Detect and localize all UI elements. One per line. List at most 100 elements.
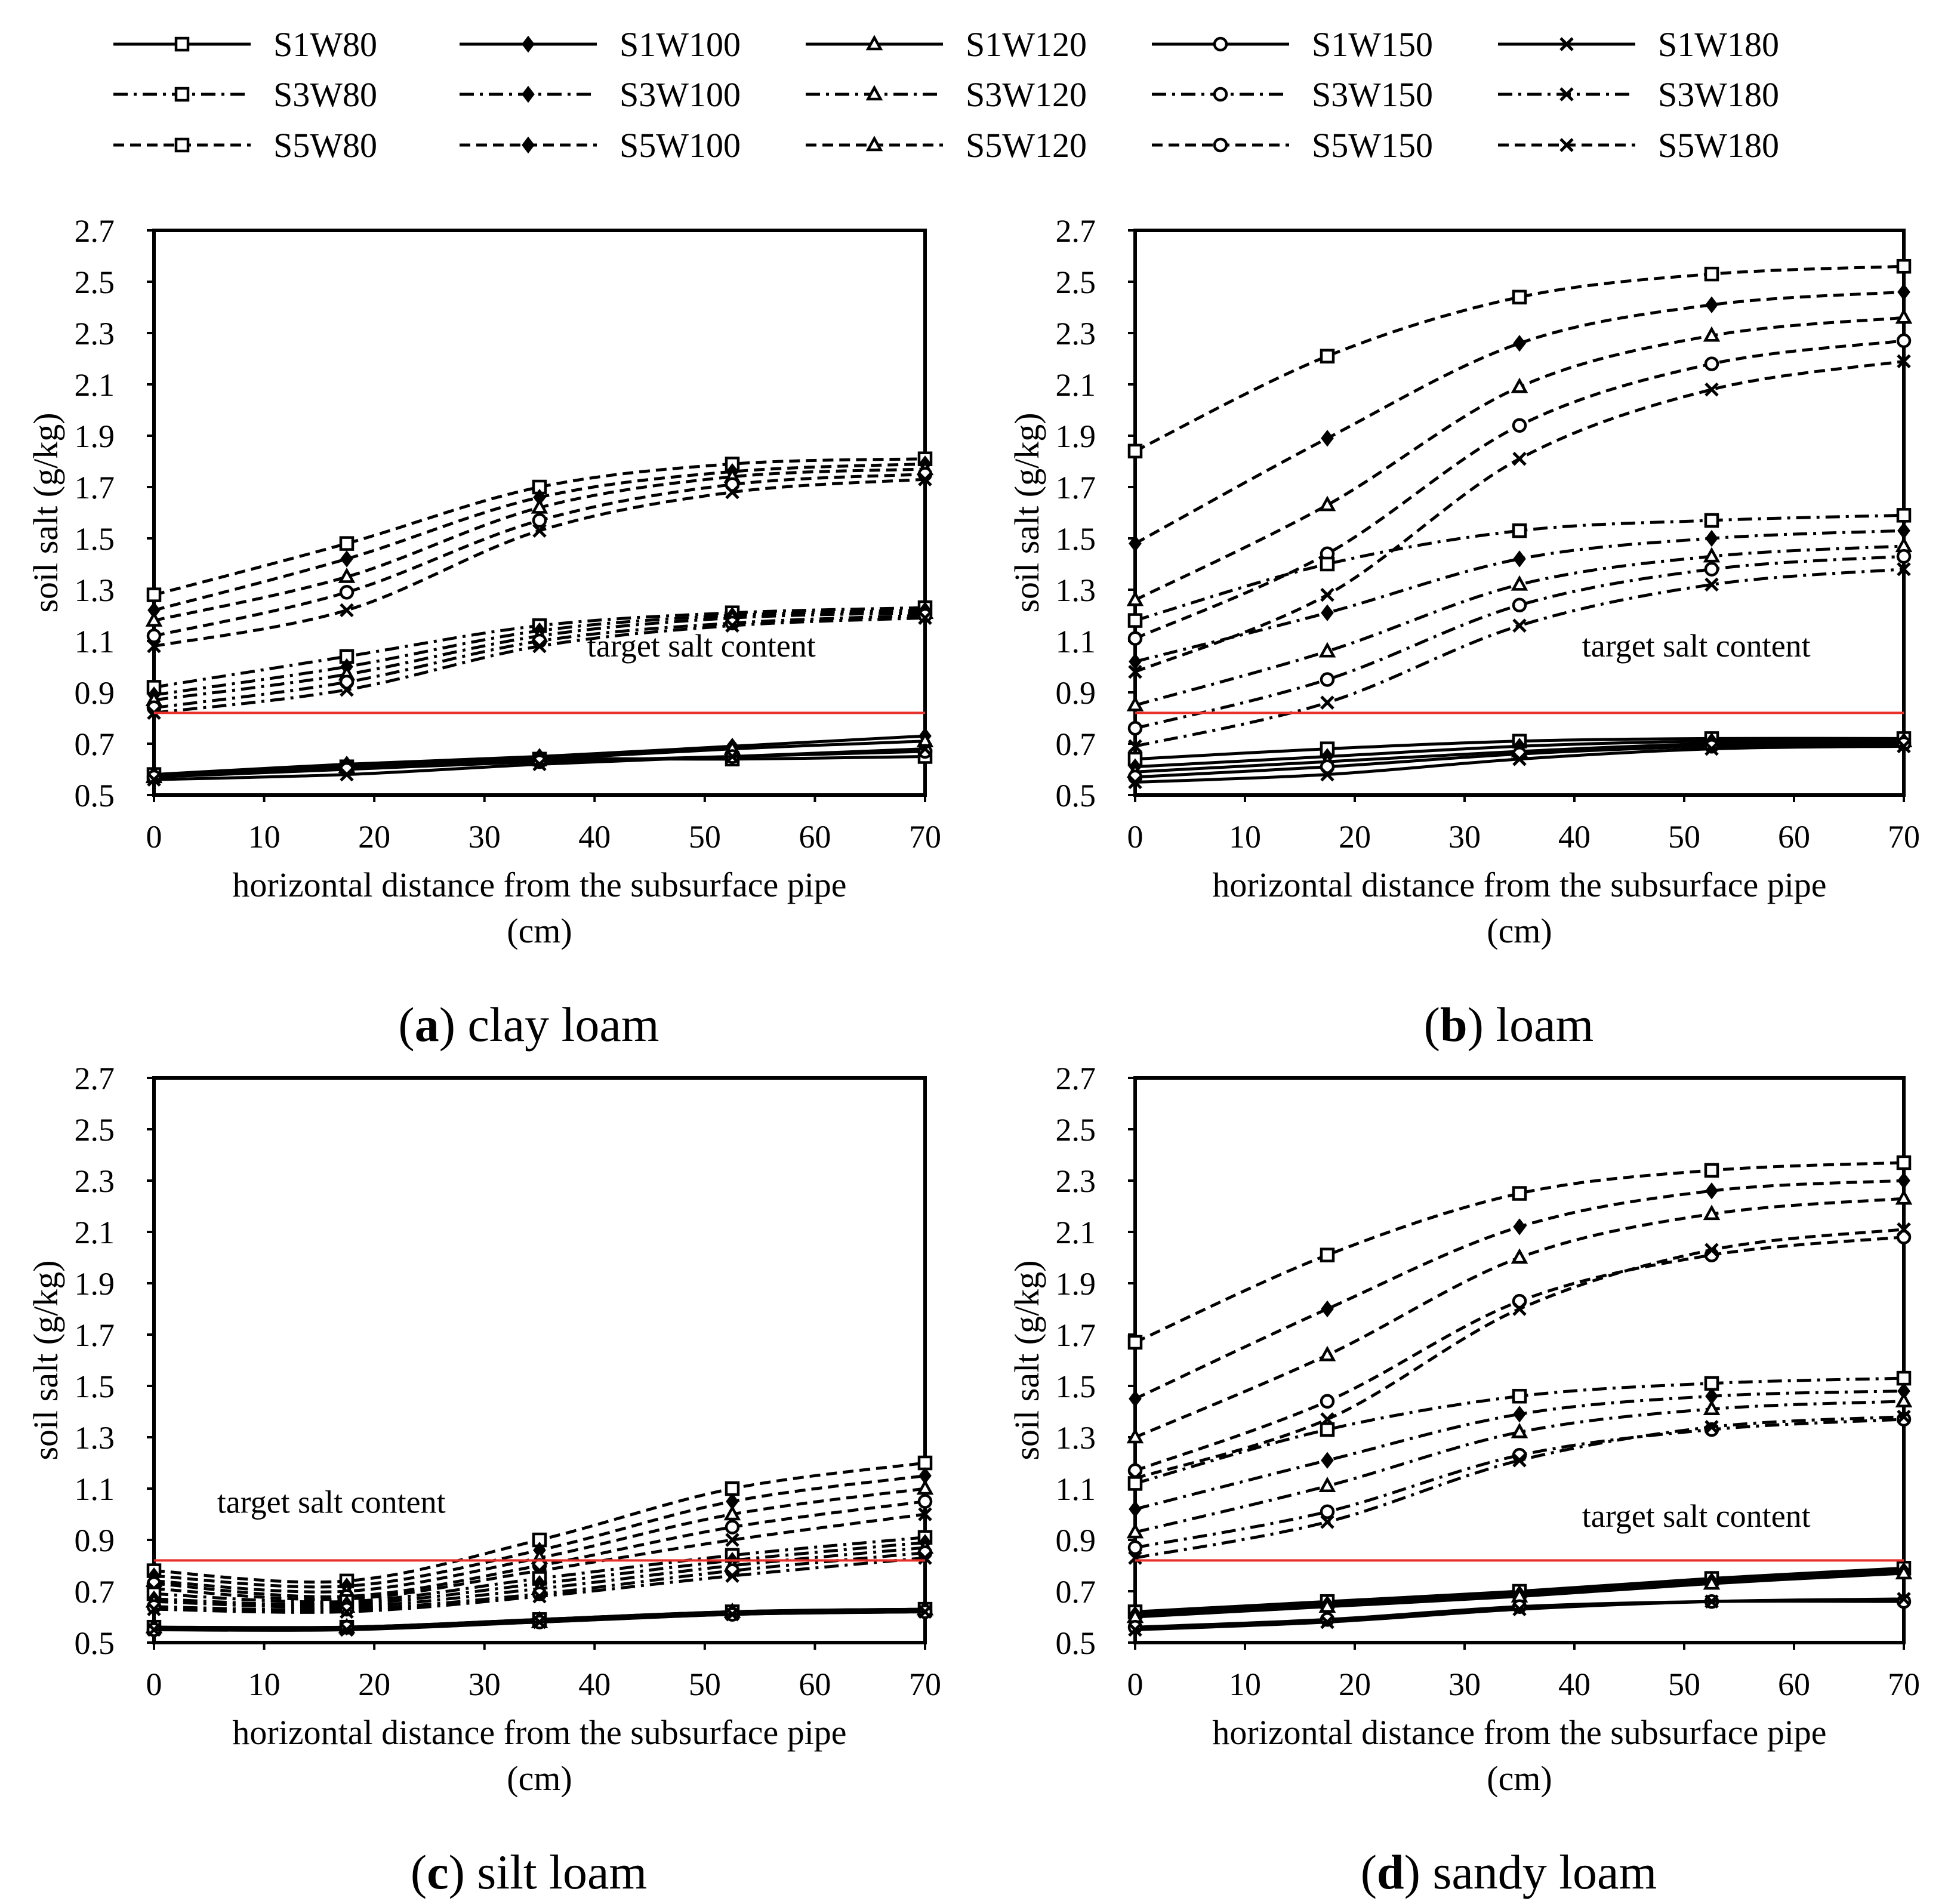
panel-c-ytick-label: 0.9 [75, 1523, 115, 1558]
panel-a-point-s1w180-0-stroke-b [147, 772, 161, 787]
panel-b-line-s3w80 [1135, 513, 1904, 622]
panel-a-point-s3w180-2-stroke-b [532, 639, 547, 654]
panel-d-point-s5w120-3 [1703, 1204, 1721, 1221]
panel-c-point-s3w180-4 [918, 1551, 932, 1565]
legend-entry-s3w100: S3W100 [460, 75, 741, 114]
panel-c-caption: (c) silt loam [411, 1845, 647, 1899]
panel-a-point-s1w180-2 [532, 757, 547, 772]
panel-d-point-s3w180-4 [1897, 1409, 1911, 1424]
panel-d-point-s3w180-0 [1128, 1551, 1142, 1565]
panel-c-xtick-label: 10 [248, 1666, 281, 1702]
panel-a-xtick-label: 0 [146, 819, 162, 855]
panel-b-point-s1w180-0 [1128, 775, 1142, 790]
panel-b-point-s5w120-4 [1895, 308, 1913, 324]
panel-c-point-s1w180-2-stroke-b [532, 1615, 547, 1629]
panel-c-point-s1w180-1 [340, 1622, 354, 1637]
panel-d-point-s5w180-2-stroke-b [1512, 1302, 1527, 1316]
panel-b-ytick-label: 1.1 [1056, 624, 1096, 660]
panel-d-line-s3w180 [1135, 1415, 1904, 1560]
panel-b-point-s3w120-3 [1703, 547, 1721, 563]
panel-a-point-s1w180-4-stroke-b [918, 741, 932, 756]
legend-label-s5w150: S5W150 [1312, 126, 1433, 165]
panel-b-point-s3w150-4 [1896, 549, 1912, 564]
panel-b-ytick-label: 0.5 [1056, 778, 1096, 814]
panel-c-point-s5w120-3 [723, 1505, 741, 1521]
panel-d-point-s3w180-3 [1704, 1420, 1719, 1434]
panel-d-point-s5w100-2 [1513, 1218, 1526, 1236]
legend-label-s3w120: S3W120 [966, 75, 1087, 114]
panel-b-xtick-label: 40 [1558, 819, 1591, 855]
panel-b-point-s3w120-1 [1318, 642, 1336, 658]
panel-b-point-s3w80-0 [1127, 613, 1143, 628]
panel-a: 0.5 0.7 0.9 1.1 1.3 1.5 1.7 1.9 2.1 2.3 2.5 2.7 0 10 2… [26, 213, 941, 1052]
panel-b-xlabel-unit: (cm) [1487, 911, 1552, 950]
panel-d-caption: (d) sandy loam [1361, 1845, 1657, 1899]
panel-c-point-s3w180-4-stroke-b [918, 1551, 932, 1565]
panel-b-point-s5w80-3 [1704, 266, 1719, 282]
panel-d-series-s3w120 [1126, 1392, 1913, 1539]
legend-marker-s3w80 [174, 87, 190, 102]
panel-d-point-s1w180-4 [1897, 1592, 1911, 1606]
panel-a-xtick-label: 70 [909, 819, 941, 855]
panel-c-xtick-label: 60 [799, 1666, 831, 1702]
panel-d-series-s5w120 [1126, 1189, 1913, 1444]
panel-b-point-s5w80-1 [1320, 349, 1335, 363]
panel-a-point-s5w180-3 [725, 485, 739, 500]
panel-b-point-s5w180-3 [1704, 382, 1719, 397]
panel-b-point-s3w100-1 [1321, 604, 1334, 621]
panel-b-ytick-label: 1.3 [1056, 572, 1096, 608]
panel-d-point-s5w180-3 [1704, 1243, 1719, 1257]
panel-a-point-s3w180-4-stroke-b [918, 611, 932, 626]
panel-b-point-s1w180-0-stroke-b [1128, 775, 1142, 790]
panel-b-point-s3w120-0 [1126, 695, 1144, 711]
panel-c-target-label: target salt content [217, 1484, 446, 1520]
panel-d-xtick-label: 10 [1229, 1666, 1261, 1702]
panel-b-xtick-label: 70 [1888, 819, 1920, 855]
panel-d-point-s3w100-0 [1129, 1501, 1142, 1518]
panel-d-xtick-label: 50 [1668, 1666, 1700, 1702]
panel-b-series-s5w100 [1129, 283, 1910, 552]
panel-b-line-s3w100 [1135, 529, 1904, 663]
panel-b-point-s3w100-2 [1513, 550, 1526, 568]
panel-d-ytick-label: 2.7 [1056, 1061, 1096, 1096]
panel-a-xtick-label: 40 [578, 819, 611, 855]
panel-c-ytick-label: 0.7 [75, 1574, 115, 1610]
panel-d-point-s3w120-1 [1318, 1477, 1336, 1492]
panel-d-point-s5w80-1 [1320, 1247, 1335, 1262]
panel-c-ytick-label: 2.1 [75, 1215, 115, 1250]
panel-b-point-s5w150-0 [1127, 631, 1143, 646]
panel-c-series-s3w180 [147, 1551, 932, 1619]
panel-b-point-s3w180-1-stroke-b [1320, 695, 1334, 710]
panel-c-caption-open: ( [411, 1845, 427, 1899]
panel-d-point-s1w120-1 [1318, 1597, 1336, 1613]
panel-b-series-s5w80 [1127, 258, 1912, 459]
legend-entry-s3w180: S3W180 [1498, 75, 1779, 114]
legend-marker-s1w120 [865, 35, 883, 51]
panel-d-point-s3w80-4 [1896, 1370, 1912, 1386]
legend-entry-s1w180: S1W180 [1498, 25, 1779, 64]
panel-c-point-s1w180-4 [918, 1604, 932, 1619]
panel-a-point-s5w180-4-stroke-b [918, 472, 932, 486]
panel-d-line-s3w100 [1135, 1390, 1904, 1511]
panel-c-point-s3w180-0 [147, 1602, 161, 1616]
panel-a-ytick-label: 1.1 [75, 624, 115, 660]
panel-a-xtick-label: 30 [468, 819, 501, 855]
panel-c-point-s5w150-3 [725, 1520, 740, 1535]
panel-a-ytick-label: 0.5 [75, 778, 115, 814]
panel-b: 0.5 0.7 0.9 1.1 1.3 1.5 1.7 1.9 2.1 2.3 2.5 2.7 0 10 2… [1007, 213, 1920, 1052]
panel-b-point-s3w180-3-stroke-b [1704, 577, 1719, 592]
panel-a-point-s1w180-3 [725, 749, 739, 764]
panel-a-point-s5w100-1 [340, 550, 353, 568]
panel-b-point-s5w120-1 [1318, 495, 1336, 512]
panel-d-xtick-label: 0 [1127, 1666, 1143, 1702]
panel-b-point-s5w80-4 [1896, 258, 1912, 274]
panel-b-point-s1w180-3-stroke-b [1704, 741, 1719, 756]
panel-c-point-s3w180-3 [725, 1569, 739, 1583]
panel-d: 0.5 0.7 0.9 1.1 1.3 1.5 1.7 1.9 2.1 2.3 2.5 2.7 0 10 2… [1007, 1061, 1920, 1899]
panel-c-point-s5w180-4-stroke-b [918, 1507, 932, 1521]
panel-b-series-s5w150 [1127, 333, 1912, 646]
panel-d-point-s3w80-0 [1127, 1476, 1143, 1491]
panel-d-line-s5w80 [1134, 1161, 1904, 1344]
panel-a-point-s5w180-0-stroke-b [147, 639, 161, 654]
panel-c-point-s1w180-4-stroke-b [918, 1604, 932, 1619]
